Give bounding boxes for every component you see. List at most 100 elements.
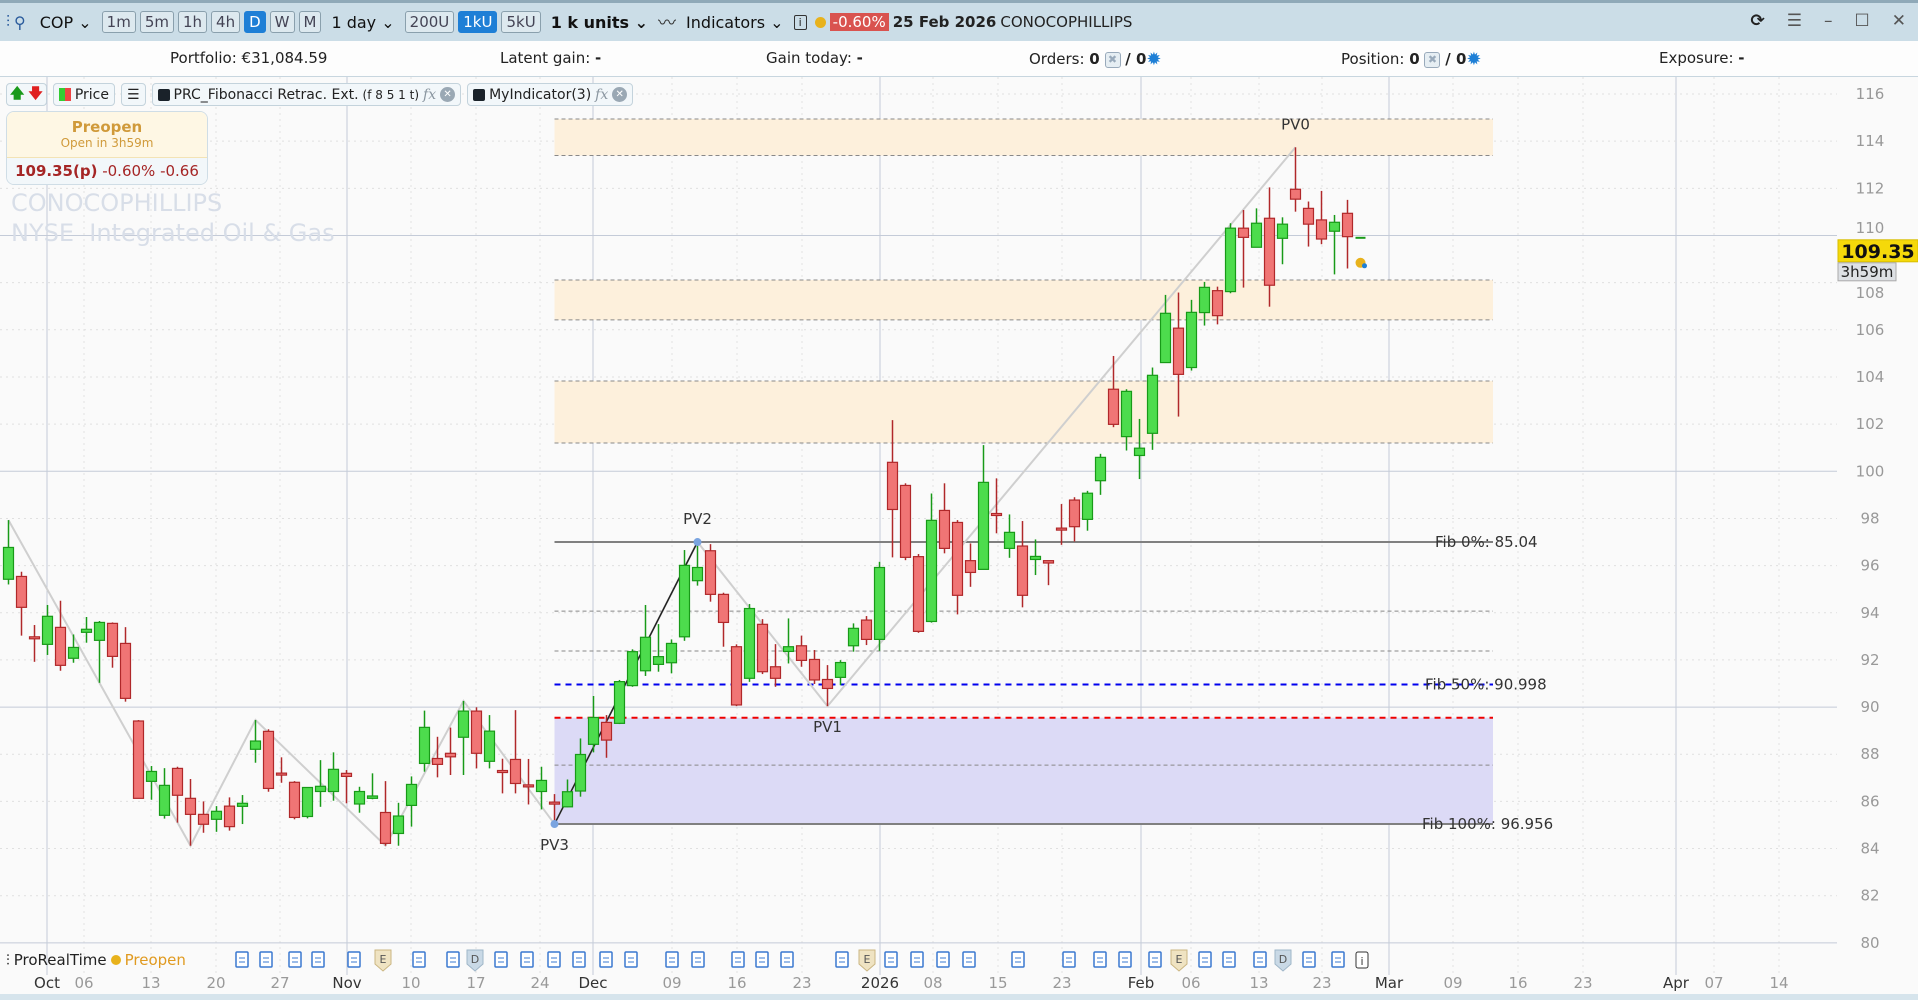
fib-label: Fib 100%: 96.956: [1422, 815, 1553, 833]
buy-arrow-icon[interactable]: 🡅: [10, 85, 25, 102]
units-5ku[interactable]: 5kU: [501, 11, 541, 33]
indicators-dropdown[interactable]: Indicators ⌄: [686, 12, 784, 32]
candle: [1224, 223, 1237, 294]
fib-indicator-chip[interactable]: PRC_Fibonacci Retrac. Ext. (f 8 5 1 t) f…: [151, 83, 462, 106]
maximize-icon[interactable]: ☐: [1854, 11, 1870, 31]
orders-gear-icon[interactable]: ✹: [1146, 49, 1162, 70]
candle-body: [1198, 286, 1211, 314]
candle: [366, 773, 379, 800]
candle: [93, 621, 106, 683]
candle: [1068, 497, 1081, 542]
candle: [1016, 521, 1029, 608]
candle-body: [626, 651, 639, 687]
timeframe-1h[interactable]: 1h: [177, 11, 208, 33]
news-document-icon: [446, 951, 460, 968]
candle: [1055, 504, 1068, 545]
document-shape: [412, 951, 426, 968]
myindicator-chip[interactable]: MyIndicator(3) fx ✕: [467, 83, 634, 106]
remove-myindicator-icon[interactable]: ✕: [612, 87, 628, 102]
close-position-icon[interactable]: ✖: [1424, 51, 1441, 68]
timeframe-4h[interactable]: 4h: [211, 11, 241, 33]
candle-body: [1185, 311, 1198, 369]
timeframe-5m[interactable]: 5m: [139, 11, 174, 33]
document-shape: [494, 951, 508, 968]
watermark-company: CONOCOPHILLIPS: [11, 189, 223, 217]
candle: [535, 766, 548, 810]
position: Position: 0 ✖ / 0✹: [1341, 49, 1481, 70]
candle: [132, 720, 145, 799]
candle: [470, 707, 483, 769]
news-document-icon: [311, 951, 325, 968]
x-tick-label: 2026: [861, 974, 899, 992]
timeframe-w[interactable]: W: [269, 11, 295, 33]
y-tick-label: 96: [1860, 557, 1879, 575]
candle-body: [821, 678, 834, 690]
candle-body: [1133, 447, 1146, 457]
position-gear-icon[interactable]: ✹: [1466, 49, 1482, 70]
candle-body: [93, 621, 106, 641]
candle: [1250, 208, 1263, 248]
candle: [249, 720, 262, 763]
timeframe-m[interactable]: M: [298, 11, 322, 33]
units-dropdown[interactable]: 1 k units ⌄: [550, 12, 649, 32]
candle-body: [119, 642, 132, 699]
candle-body: [834, 661, 847, 678]
candle: [561, 779, 574, 808]
list-button[interactable]: ☰: [120, 83, 146, 106]
units-1ku[interactable]: 1kU: [458, 11, 498, 33]
pivot-label: PV0: [1281, 115, 1310, 133]
document-shape: [599, 951, 613, 968]
price-chip[interactable]: Price: [52, 83, 115, 106]
fx-icon[interactable]: fx: [595, 86, 609, 103]
pivot-dot: [693, 538, 702, 547]
portfolio-label: Portfolio:: [170, 49, 237, 67]
document-shape: [665, 951, 679, 968]
candle: [1198, 281, 1211, 326]
units-200u[interactable]: 200U: [404, 11, 455, 33]
candle-body: [509, 758, 522, 785]
timeframe-1m[interactable]: 1m: [101, 11, 136, 33]
document-shape: [910, 951, 924, 968]
news-document-icon: [1118, 951, 1132, 968]
candle: [912, 554, 925, 633]
x-tick-label: 13: [141, 974, 160, 992]
bottom-scrollbar[interactable]: [0, 994, 1918, 1000]
candle: [756, 619, 769, 675]
candle: [106, 622, 119, 668]
ticker-icon[interactable]: ⚲: [14, 12, 26, 32]
indicators-label: Indicators: [686, 12, 766, 32]
candle: [1211, 286, 1224, 325]
x-tick-label: 09: [662, 974, 681, 992]
candle-body: [1055, 527, 1068, 531]
x-tick-label: 13: [1249, 974, 1268, 992]
fx-icon[interactable]: fx: [423, 86, 437, 103]
x-tick-label: 15: [988, 974, 1007, 992]
preopen-subtitle: Open in 3h59m: [60, 136, 154, 150]
candle: [964, 543, 977, 587]
candle: [496, 758, 509, 794]
symbol-dropdown[interactable]: COP ⌄: [39, 12, 92, 32]
candlestick-icon[interactable]: ⫶: [6, 12, 11, 31]
period-dropdown[interactable]: 1 day ⌄: [331, 12, 395, 32]
document-shape: [962, 951, 976, 968]
news-document-icon: [494, 951, 508, 968]
cancel-orders-icon[interactable]: ✖: [1104, 51, 1121, 68]
news-document-icon: [599, 951, 613, 968]
sell-arrow-icon[interactable]: 🡇: [28, 85, 43, 102]
x-tick-label: Mar: [1375, 974, 1404, 992]
remove-fib-icon[interactable]: ✕: [440, 87, 456, 102]
timeframe-d[interactable]: D: [244, 11, 266, 33]
close-icon[interactable]: ✕: [1891, 11, 1906, 31]
pivot-label: PV1: [813, 718, 842, 736]
candle: [197, 801, 210, 833]
minimize-icon[interactable]: –: [1824, 11, 1833, 31]
info-icon[interactable]: i: [793, 14, 807, 30]
candle-body: [1250, 222, 1263, 248]
myindicator-color-icon: [473, 88, 486, 101]
document-shape: [520, 951, 534, 968]
title-bar: ⫶ ⚲ COP ⌄ 1m 5m 1h 4h D W M 1 day ⌄ 200U…: [0, 0, 1918, 41]
sync-icon[interactable]: ⟳: [1750, 11, 1765, 31]
indicators-icon[interactable]: 〰: [658, 13, 677, 34]
menu-icon[interactable]: ☰: [1786, 11, 1802, 31]
